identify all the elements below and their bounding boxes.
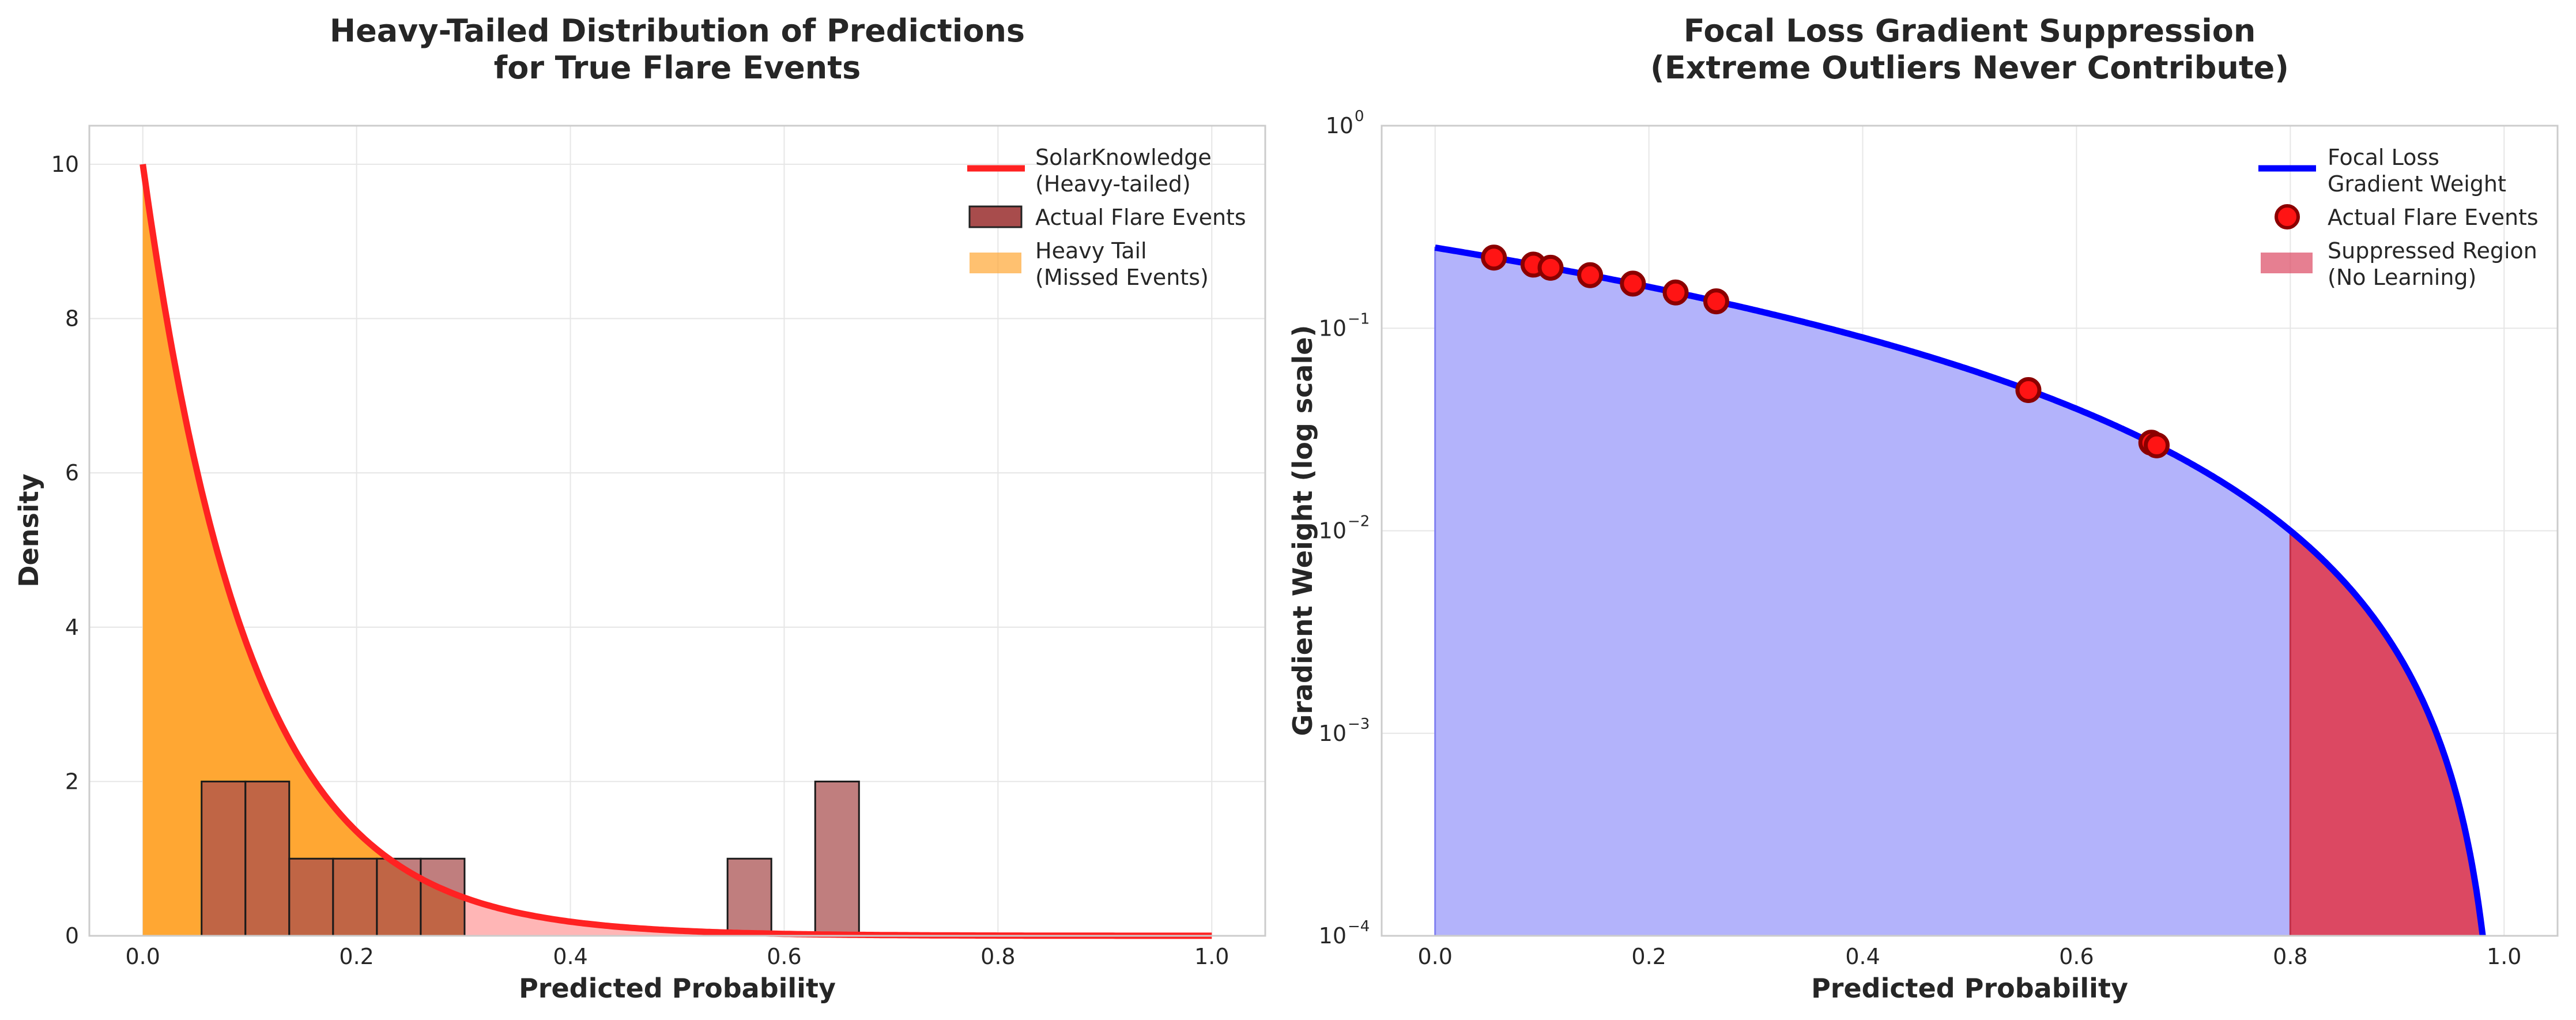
y-tick-label: 6 (65, 460, 79, 485)
legend: SolarKnowledge (Heavy-tailed) Actual Fla… (967, 145, 1246, 290)
y-tick-base: 10 (1319, 518, 1347, 544)
chart-title-line-1: Heavy-Tailed Distribution of Predictions (330, 13, 1025, 49)
flare-event-point (1620, 270, 1646, 297)
y-tick-label: 10 (51, 152, 79, 177)
x-tick-label: 0.6 (767, 944, 801, 969)
y-tick-label: 8 (65, 306, 79, 332)
gradient-curve-line (1434, 244, 2486, 936)
y-tick-label: 2 (65, 769, 79, 794)
y-tick-label: 10 0 (1326, 108, 1364, 138)
histogram-bar (244, 780, 291, 937)
legend: Focal Loss Gradient Weight Actual Flare … (2258, 145, 2539, 290)
y-axis-label: Density (13, 473, 44, 587)
legend-label-curve-line-2: Gradient Weight (2328, 171, 2506, 197)
x-tick-label: 0.2 (1631, 944, 1666, 969)
x-axis-label: Predicted Probability (1811, 973, 2128, 1004)
histogram-bar (288, 857, 334, 937)
histogram-bar (332, 857, 378, 937)
y-tick-exponent: −2 (1348, 513, 1370, 530)
flare-event-point (2144, 432, 2170, 458)
density-chart-panel: Heavy-Tailed Distribution of Predictions… (13, 13, 1266, 1004)
gradient-curve (1434, 244, 2486, 936)
flare-event-points (1481, 244, 2170, 458)
chart-title-line-2: for True Flare Events (494, 50, 861, 86)
legend-swatch-points (2275, 204, 2300, 229)
chart-title-line-2: (Extreme Outliers Never Contribute) (1650, 50, 2289, 86)
histogram-bar (726, 857, 772, 937)
x-tick-label: 0.0 (1418, 944, 1453, 969)
legend-label-heavy-tail-line-2: (Missed Events) (1035, 265, 1209, 290)
legend-swatch-histogram (968, 205, 1023, 228)
legend-swatch-heavy-tail (970, 253, 1021, 273)
y-tick-base: 10 (1319, 315, 1347, 341)
histogram-bar (201, 780, 247, 937)
legend-swatch-suppressed (2261, 253, 2313, 273)
legend-label-suppressed-line-1: Suppressed Region (2328, 238, 2537, 264)
legend-label-heavy-tail-line-1: Heavy Tail (1035, 238, 1147, 264)
y-tick-label: 10 −2 (1319, 513, 1370, 544)
area-fills (142, 164, 1212, 936)
y-tick-exponent: −1 (1348, 310, 1370, 328)
histogram-bars (201, 780, 860, 937)
plot-frame (1381, 125, 2559, 937)
legend-label-histogram: Actual Flare Events (1035, 205, 1246, 230)
flare-event-point (2015, 377, 2042, 404)
x-tick-label: 0.6 (2059, 944, 2094, 969)
legend-label-curve-line-2: (Heavy-tailed) (1035, 171, 1191, 197)
x-tick-labels: 0.0 0.2 0.4 0.6 0.8 1.0 (126, 944, 1229, 969)
y-tick-exponent: −4 (1348, 918, 1370, 935)
flare-event-point (1537, 254, 1564, 281)
x-tick-label: 0.8 (980, 944, 1015, 969)
x-tick-label: 1.0 (2487, 944, 2521, 969)
y-tick-label: 10 −1 (1319, 310, 1370, 341)
flare-event-point (1577, 262, 1604, 288)
y-tick-exponent: −3 (1348, 716, 1370, 733)
legend-label-suppressed-line-2: (No Learning) (2328, 265, 2476, 290)
flare-event-point (1481, 244, 1507, 271)
y-tick-label: 10 −3 (1319, 716, 1370, 746)
histogram-bar (814, 780, 860, 937)
x-tick-labels: 0.0 0.2 0.4 0.6 0.8 1.0 (1418, 944, 2522, 969)
legend-label-curve-line-1: SolarKnowledge (1035, 145, 1212, 170)
y-tick-label: 0 (65, 923, 79, 949)
x-axis-label: Predicted Probability (519, 973, 836, 1004)
y-tick-base: 10 (1326, 113, 1353, 138)
x-tick-label: 1.0 (1194, 944, 1229, 969)
x-tick-label: 0.2 (339, 944, 374, 969)
chart-title-line-1: Focal Loss Gradient Suppression (1684, 13, 2256, 49)
histogram-bar (376, 857, 422, 937)
legend-label-curve-line-1: Focal Loss (2328, 145, 2439, 170)
y-tick-label: 4 (65, 615, 79, 640)
gradient-chart-panel: Focal Loss Gradient Suppression (Extreme… (1287, 13, 2559, 1004)
x-tick-label: 0.8 (2273, 944, 2307, 969)
x-tick-label: 0.0 (126, 944, 160, 969)
y-tick-exponent: 0 (1355, 108, 1364, 125)
x-tick-label: 0.4 (553, 944, 587, 969)
area-fill-rest (463, 897, 1212, 936)
y-tick-labels: 0 2 4 6 8 10 (51, 152, 79, 949)
legend-label-points: Actual Flare Events (2328, 205, 2539, 230)
plot-frame (88, 125, 1266, 937)
y-tick-base: 10 (1319, 721, 1347, 746)
area-fill-heavy-tail (142, 164, 464, 936)
y-tick-base: 10 (1319, 923, 1347, 949)
y-axis-label: Gradient Weight (log scale) (1287, 325, 1318, 736)
flare-event-point (1703, 288, 1729, 315)
x-tick-label: 0.4 (1845, 944, 1880, 969)
flare-event-point (1662, 279, 1689, 306)
y-tick-label: 10 −4 (1319, 918, 1370, 949)
